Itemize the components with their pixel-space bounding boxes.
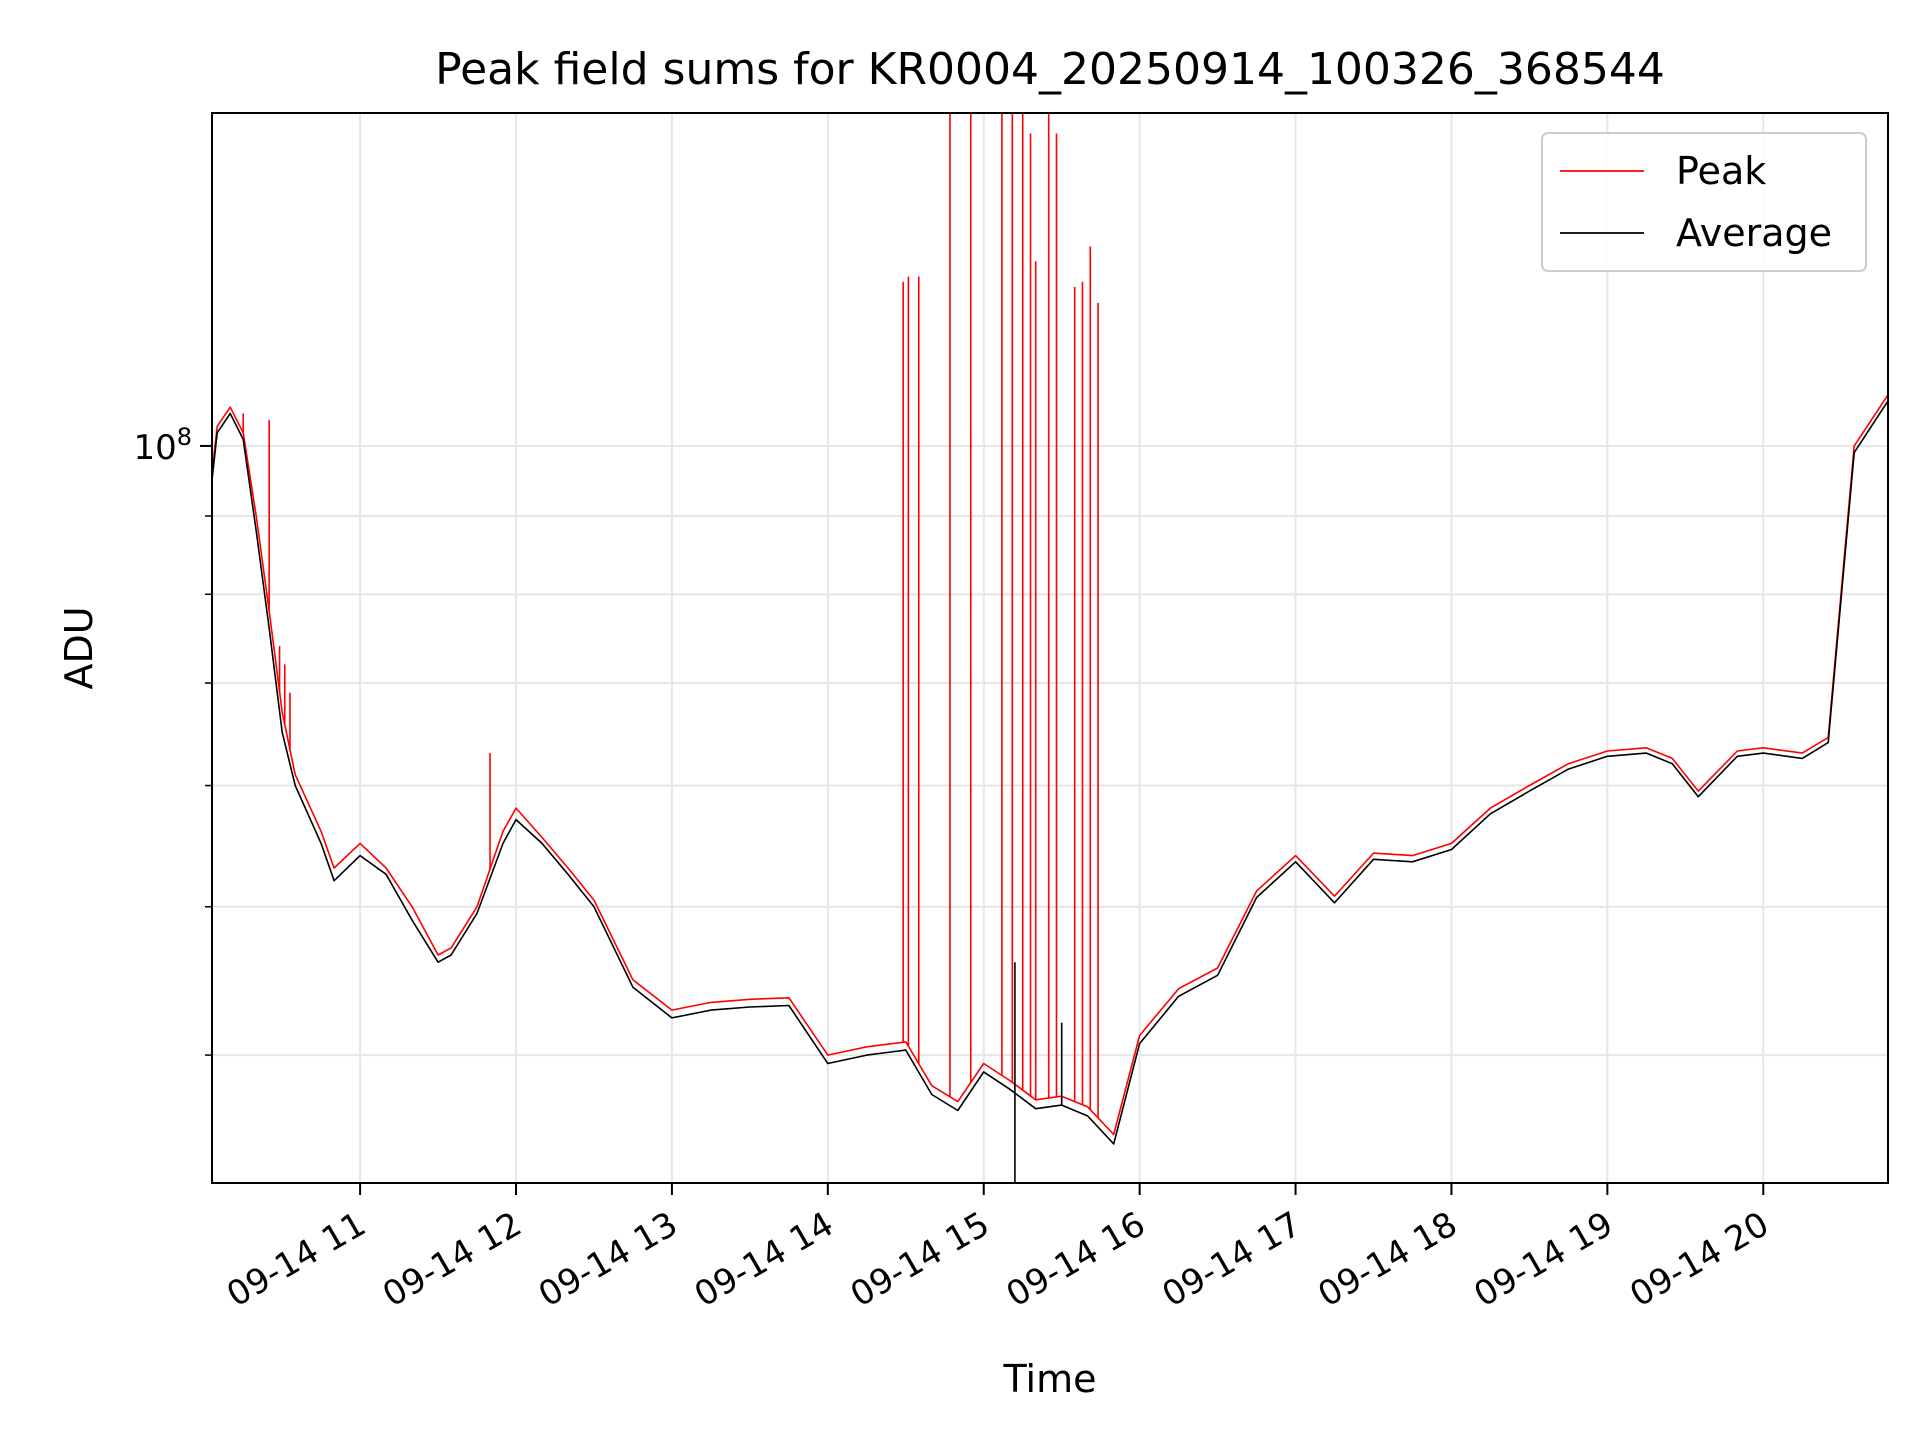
- legend-label-peak: Peak: [1676, 149, 1766, 193]
- plot-frame: [211, 112, 1889, 1184]
- grid: [212, 113, 1888, 1183]
- series-line-peak: [211, 394, 1889, 1136]
- y-axis: 108: [133, 423, 212, 1056]
- chart-title: Peak field sums for KR0004_20250914_1003…: [435, 44, 1665, 95]
- legend-box: [1541, 132, 1867, 272]
- legend: Peak Average: [1541, 132, 1867, 272]
- x-axis-label: Time: [1003, 1357, 1097, 1401]
- series-average: [211, 400, 1889, 1183]
- plot-area: [211, 113, 1889, 1183]
- y-axis-label: ADU: [57, 606, 101, 689]
- legend-label-average: Average: [1676, 211, 1832, 255]
- series-line-average: [211, 400, 1889, 1145]
- y-tick-label: 108: [133, 423, 192, 468]
- series-peak: [211, 113, 1889, 1136]
